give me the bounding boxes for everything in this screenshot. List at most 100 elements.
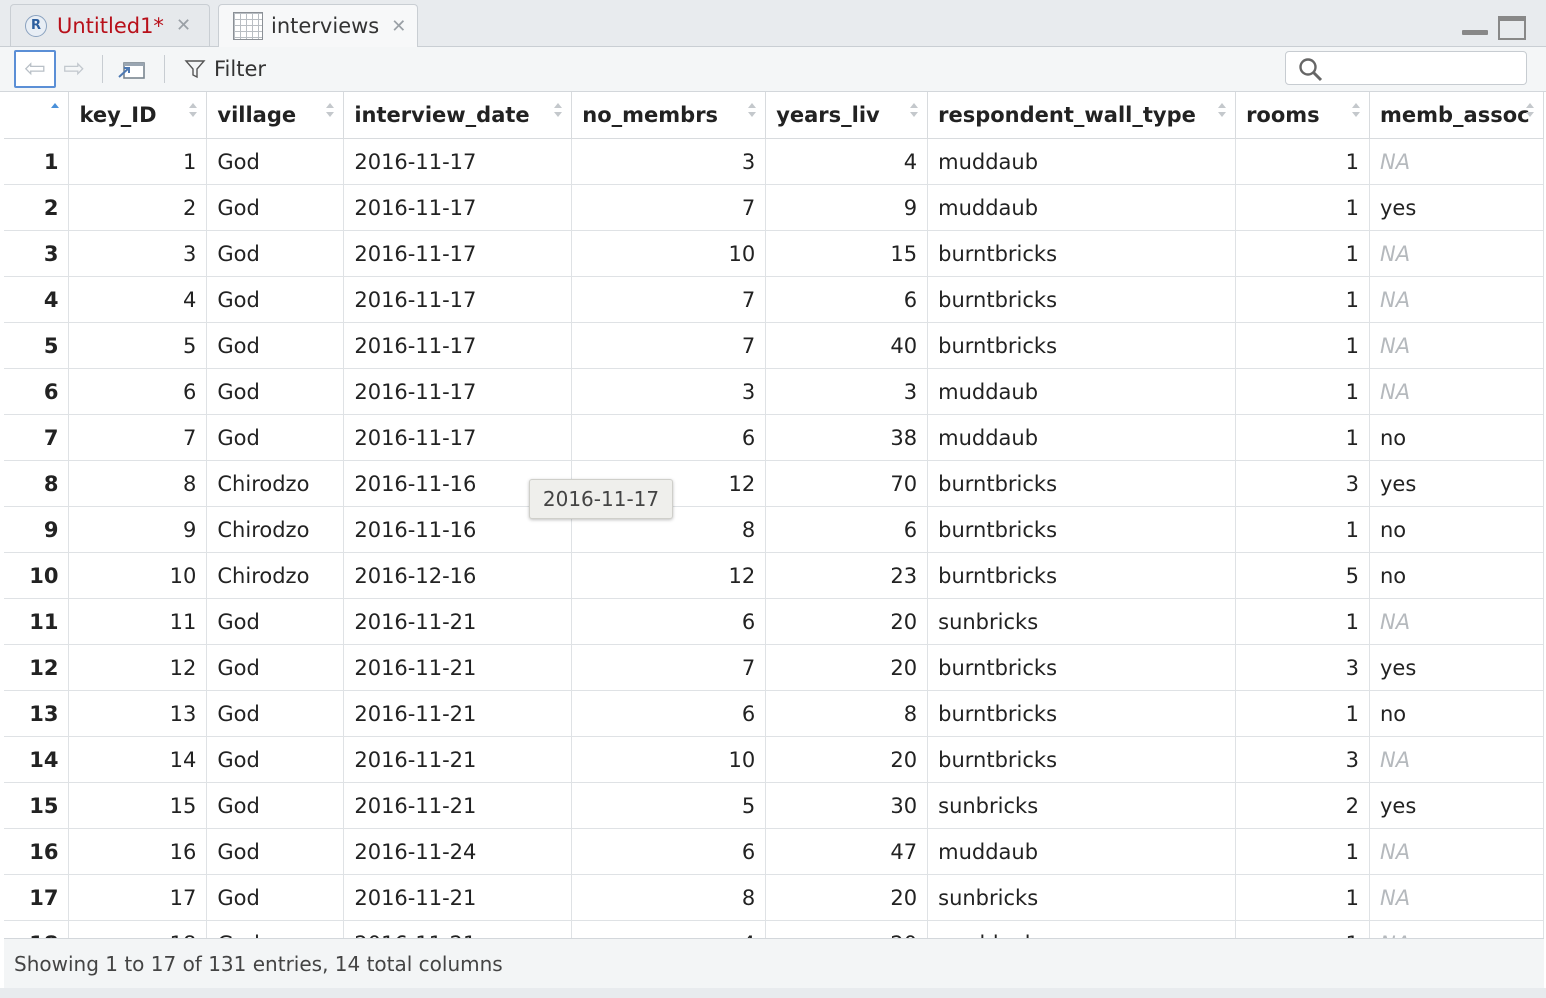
table-row: 8 8 Chirodzo 2016-11-16 12 70 burntbricks 3 yes [4,460,1544,507]
arrow-right-icon: ⇨ [63,54,85,84]
table-cell: 6 [68,368,208,415]
sort-ascending-icon[interactable] [50,100,60,126]
row-number-cell: 12 [4,644,70,691]
table-cell: 13 [68,690,208,737]
table-cell: 9 [765,184,929,231]
table-cell: 20 [765,644,929,691]
table-row: 3 3 God 2016-11-17 10 15 burntbricks 1 NA [4,230,1544,277]
table-cell: 1 [1235,414,1370,461]
column-header-label: respondent_wall_type [938,103,1196,127]
table-row: 17 17 God 2016-11-21 8 20 sunbricks 1 NA [4,874,1544,921]
sort-icon[interactable] [188,100,198,126]
table-cell: God [206,184,345,231]
table-cell: 47 [765,828,929,875]
close-icon[interactable]: ✕ [175,15,192,36]
table-cell: God [206,920,345,938]
close-icon[interactable]: ✕ [391,15,407,37]
row-number-cell: 10 [4,552,70,599]
table-cell: 2016-11-21 [343,736,573,783]
table-cell: 38 [765,414,929,461]
toolbar-divider [102,55,103,83]
table-cell: NA [1369,368,1544,415]
table-cell: 23 [765,552,929,599]
table-cell: 11 [68,598,208,645]
table-cell: no [1369,690,1544,737]
minimize-icon [1462,30,1488,35]
table-cell: burntbricks [927,506,1237,553]
data-grid-icon [233,12,263,40]
table-row: 1 1 God 2016-11-17 3 4 muddaub 1 NA [4,138,1544,185]
search-input[interactable] [1285,51,1527,85]
table-cell: 70 [765,460,929,507]
table-cell: no [1369,414,1544,461]
table-cell: 2016-11-17 [343,230,573,277]
data-table: key_ID village interview_date no_membrs year… [4,92,1544,938]
column-header-rooms[interactable]: rooms [1235,92,1370,139]
search-icon [1299,58,1323,82]
table-cell: 10 [68,552,208,599]
table-cell: 15 [765,230,929,277]
table-cell: God [206,322,345,369]
table-cell: 2016-11-17 [343,368,573,415]
table-row: 11 11 God 2016-11-21 6 20 sunbricks 1 NA [4,598,1544,645]
row-number-cell: 17 [4,874,70,921]
table-cell: 6 [765,506,929,553]
table-row: 12 12 God 2016-11-21 7 20 burntbricks 3 yes [4,644,1544,691]
data-viewer-toolbar: ⇦ ⇨ Filter [0,47,1546,92]
sort-icon[interactable] [909,100,919,126]
table-cell: 1 [1235,598,1370,645]
column-header-respondent-wall-type[interactable]: respondent_wall_type [927,92,1237,139]
column-header-years-liv[interactable]: years_liv [765,92,929,139]
table-cell: 1 [1235,874,1370,921]
back-button[interactable]: ⇦ [14,50,56,88]
table-cell: Chirodzo [206,552,345,599]
sort-icon[interactable] [1351,100,1361,126]
table-cell: yes [1369,184,1544,231]
sort-icon[interactable] [325,100,335,126]
sort-icon[interactable] [1217,100,1227,126]
column-header-key-id[interactable]: key_ID [68,92,208,139]
sort-icon[interactable] [1525,100,1535,126]
table-cell: muddaub [927,828,1237,875]
table-cell: burntbricks [927,460,1237,507]
filter-button[interactable]: Filter [184,52,266,86]
row-number-header[interactable] [4,92,70,139]
tab-untitled1[interactable]: R Untitled1* ✕ [10,4,210,46]
column-header-label: memb_assoc [1379,103,1530,127]
table-cell: NA [1369,138,1544,185]
column-header-memb-assoc[interactable]: memb_assoc [1369,92,1544,139]
column-header-interview-date[interactable]: interview_date [343,92,573,139]
table-cell: 40 [765,322,929,369]
row-number-cell: 7 [4,414,70,461]
maximize-pane-button[interactable] [1498,16,1526,40]
table-cell: 5 [68,322,208,369]
table-cell: God [206,368,345,415]
forward-button[interactable]: ⇨ [58,51,90,87]
row-number-cell: 5 [4,322,70,369]
sort-icon[interactable] [553,100,563,126]
table-cell: 1 [1235,690,1370,737]
table-cell: 9 [68,506,208,553]
table-cell: 18 [68,920,208,938]
popout-window-button[interactable] [116,55,148,83]
table-cell: burntbricks [927,276,1237,323]
table-cell: sunbricks [927,598,1237,645]
filter-label: Filter [214,57,267,81]
table-cell: burntbricks [927,322,1237,369]
sort-icon[interactable] [747,100,757,126]
table-cell: 7 [571,322,767,369]
table-cell: 2016-11-21 [343,782,573,829]
table-cell: 2016-11-21 [343,920,573,938]
table-row: 4 4 God 2016-11-17 7 6 burntbricks 1 NA [4,276,1544,323]
toolbar-divider [164,55,165,83]
table-cell: 1 [1235,184,1370,231]
column-header-no-membrs[interactable]: no_membrs [571,92,767,139]
popout-icon [118,62,145,79]
minimize-pane-button[interactable] [1462,16,1488,40]
table-cell: 12 [571,552,767,599]
tab-interviews[interactable]: interviews ✕ [218,4,418,47]
funnel-icon [184,60,206,79]
table-cell: 5 [571,782,767,829]
table-cell: 4 [765,138,929,185]
column-header-village[interactable]: village [206,92,345,139]
